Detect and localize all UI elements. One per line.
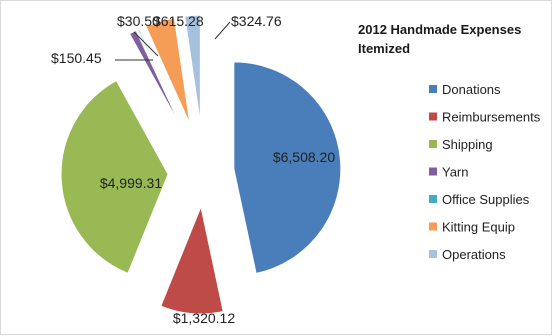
legend-label-reimbursements: Reimbursements (442, 110, 541, 125)
leader-line-office-supplies (133, 31, 159, 57)
data-label-donations: $6,508.20 (273, 149, 335, 165)
pie-slice-reimbursements (160, 205, 224, 315)
data-label-yarn: $150.45 (51, 50, 102, 66)
legend-label-donations: Donations (442, 82, 501, 97)
pie-slice-office-supplies (137, 28, 184, 127)
legend-label-kitting-equip: Kitting Equip (442, 220, 515, 235)
data-label-reimbursements: $1,320.12 (173, 310, 235, 326)
chart-title-line-2: Itemized (358, 41, 410, 56)
legend-label-shipping: Shipping (442, 137, 493, 152)
legend-label-office-supplies: Office Supplies (442, 192, 530, 207)
legend-label-yarn: Yarn (442, 165, 469, 180)
legend-swatch-operations (429, 250, 437, 258)
pie-slice-operations (184, 14, 201, 123)
data-label-operations: $324.76 (231, 13, 282, 29)
data-label-office-supplies: $30.50 (117, 13, 160, 29)
legend-swatch-office-supplies (429, 195, 437, 203)
chart-title-line-1: 2012 Handmade Expenses (358, 22, 521, 37)
pie-slice-shipping (60, 79, 169, 274)
legend-label-operations: Operations (442, 247, 506, 262)
legend-swatch-reimbursements (429, 112, 437, 121)
pie-slice-yarn (128, 29, 182, 128)
legend-swatch-kitting-equip (429, 222, 437, 231)
data-label-shipping: $4,999.31 (100, 175, 162, 191)
data-label-kitting-equip: $615.28 (153, 13, 204, 29)
legend-swatch-shipping (429, 140, 437, 148)
pie-slice-kitting-equip (145, 17, 191, 125)
pie-slice-donations (233, 61, 342, 275)
leader-line-operations (214, 21, 231, 40)
legend-swatch-yarn (429, 167, 437, 176)
legend: Donations Reimbursements Shipping Yarn Offic… (429, 82, 541, 262)
legend-swatch-donations (429, 85, 437, 93)
